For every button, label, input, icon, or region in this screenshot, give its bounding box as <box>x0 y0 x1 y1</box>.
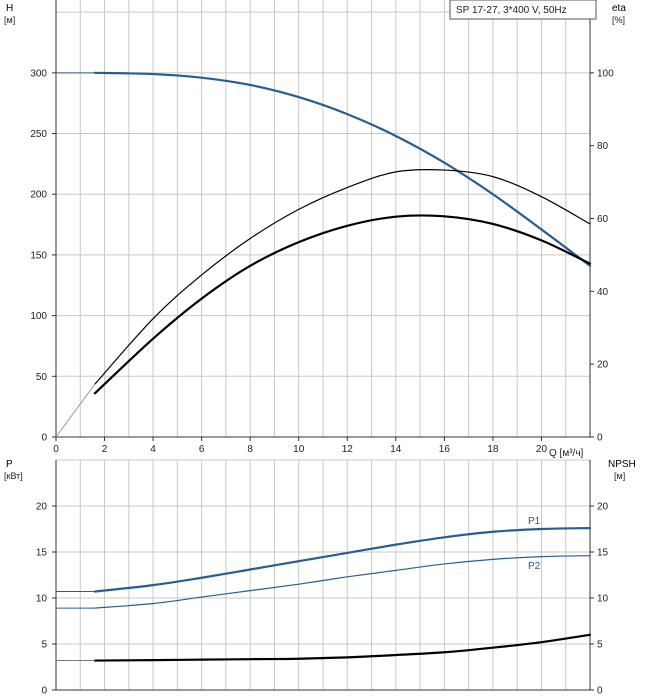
top-left-tick-label: 300 <box>30 68 47 79</box>
series-eta-thick <box>93 214 592 395</box>
p2-label: P2 <box>528 561 541 572</box>
top-left-tick-label: 150 <box>30 250 47 261</box>
top-right-tick-label: 100 <box>597 68 614 79</box>
series-p1 <box>93 526 592 593</box>
series <box>55 71 592 662</box>
series-h <box>93 71 592 267</box>
top-left-tick-label: 100 <box>30 311 47 322</box>
top-right-tick-label: 80 <box>597 141 609 152</box>
bottom-right-tick-label: 20 <box>597 502 609 513</box>
x-tick-label: 0 <box>53 444 59 455</box>
x-tick-label: 18 <box>487 444 499 455</box>
top-ylabel-unit: [м] <box>4 15 15 25</box>
x-tick-label: 20 <box>536 444 548 455</box>
bottom-left-tick-label: 10 <box>36 594 48 605</box>
top-left-tick-label: 200 <box>30 190 47 201</box>
bottom-y2label: NPSH <box>608 459 636 470</box>
top-right-tick-label: 40 <box>597 287 609 298</box>
x-tick-label: 10 <box>293 444 305 455</box>
bottom-right-tick-label: 5 <box>597 640 603 651</box>
top-left-tick-label: 50 <box>36 372 48 383</box>
x-tick-label: 8 <box>247 444 253 455</box>
x-tick-label: 4 <box>150 444 156 455</box>
x-tick-label: 14 <box>390 444 402 455</box>
bottom-right-tick-label: 10 <box>597 594 609 605</box>
x-tick-label: 6 <box>199 444 205 455</box>
top-left-tick-label: 0 <box>41 433 47 444</box>
bottom-ylabel: P <box>6 459 13 470</box>
top-y2label-unit: [%] <box>612 15 625 25</box>
series-eta-ext <box>55 383 96 438</box>
x-axis-label: Q [м³/ч] <box>549 448 584 459</box>
bottom-y2label-unit: [м] <box>614 471 625 481</box>
top-left-tick-label: 250 <box>30 129 47 140</box>
bottom-right-tick-label: 15 <box>597 548 609 559</box>
legend-box-text: SP 17-27, 3*400 V, 50Hz <box>456 5 567 16</box>
series-npsh <box>93 633 592 662</box>
top-right-tick-label: 0 <box>597 433 603 444</box>
bottom-ylabel-unit: [кВт] <box>4 471 23 481</box>
legend-box <box>449 0 597 20</box>
bottom-left-tick-label: 5 <box>41 640 47 651</box>
bottom-right-tick-label: 0 <box>597 686 603 697</box>
x-tick-label: 2 <box>102 444 108 455</box>
p1-label: P1 <box>528 516 541 527</box>
top-ylabel: H <box>6 3 13 14</box>
x-tick-label: 12 <box>342 444 354 455</box>
top-right-tick-label: 60 <box>597 214 609 225</box>
series-eta-thin <box>94 168 591 385</box>
bottom-left-tick-label: 20 <box>36 502 48 513</box>
bottom-left-tick-label: 15 <box>36 548 48 559</box>
top-y2label: eta <box>612 3 626 14</box>
x-tick-label: 16 <box>439 444 451 455</box>
series-p2 <box>94 555 591 609</box>
top-right-tick-label: 20 <box>597 360 609 371</box>
bottom-left-tick-label: 0 <box>41 686 47 697</box>
